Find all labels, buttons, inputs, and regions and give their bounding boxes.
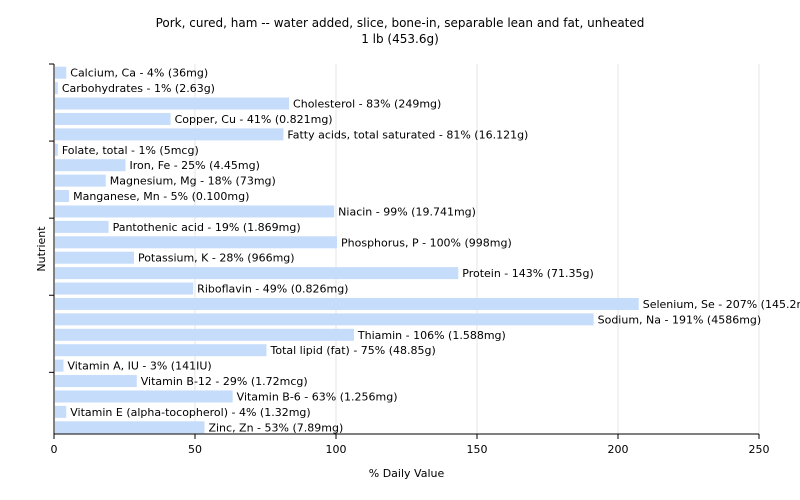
chart-title: Pork, cured, ham -- water added, slice, … [155, 16, 645, 30]
bar-label: Thiamin - 106% (1.588mg) [357, 329, 506, 342]
x-tick-label: 100 [326, 443, 347, 456]
bar [55, 97, 290, 110]
bar-label: Calcium, Ca - 4% (36mg) [70, 67, 208, 80]
grid-lines [194, 64, 760, 434]
bar [55, 344, 267, 357]
x-tick-label: 250 [749, 443, 770, 456]
bar-label: Fatty acids, total saturated - 81% (16.1… [287, 128, 528, 141]
bar-label: Folate, total - 1% (5mcg) [62, 144, 199, 157]
bar [55, 112, 171, 125]
bar-label: Vitamin B-6 - 63% (1.256mg) [237, 390, 398, 403]
bar [55, 297, 639, 310]
bar-label: Carbohydrates - 1% (2.63g) [62, 82, 215, 95]
bar-label: Magnesium, Mg - 18% (73mg) [110, 175, 276, 188]
x-tick-label: 0 [51, 443, 58, 456]
tick-marks: 0 50 100 150 200 250 [49, 63, 770, 456]
bar-label: Copper, Cu - 41% (0.821mg) [175, 113, 333, 126]
bar-label: Protein - 143% (71.35g) [462, 267, 594, 280]
bar [55, 251, 134, 264]
bar-label: Niacin - 99% (19.741mg) [338, 205, 476, 218]
bar-label: Pantothenic acid - 19% (1.869mg) [113, 221, 301, 234]
bar [55, 205, 335, 218]
bar [55, 190, 70, 203]
x-axis-label: % Daily Value [369, 467, 445, 480]
x-tick-label: 150 [467, 443, 488, 456]
bar [55, 220, 109, 233]
bar [55, 328, 354, 341]
bar-label: Sodium, Na - 191% (4586mg) [598, 313, 762, 326]
bar [55, 66, 67, 79]
y-axis-label: Nutrient [35, 226, 48, 272]
bar [55, 359, 64, 372]
bar [55, 405, 67, 418]
bar-label: Riboflavin - 49% (0.826mg) [197, 283, 348, 296]
x-tick-label: 50 [188, 443, 202, 456]
bar-label: Vitamin B-12 - 29% (1.72mcg) [141, 375, 308, 388]
bar [55, 128, 284, 141]
bar-label: Vitamin E (alpha-tocopherol) - 4% (1.32m… [70, 406, 310, 419]
bar-label: Cholesterol - 83% (249mg) [293, 98, 441, 111]
bar [55, 313, 594, 326]
bar [55, 159, 126, 172]
bar [55, 282, 194, 295]
bar [55, 143, 58, 156]
bar-label: Selenium, Se - 207% (145.2mcg) [643, 298, 800, 311]
chart-subtitle: 1 lb (453.6g) [361, 32, 439, 46]
bar [55, 267, 459, 280]
bar-label: Vitamin A, IU - 3% (141IU) [67, 360, 211, 373]
bar [55, 375, 137, 388]
bar-label: Total lipid (fat) - 75% (48.85g) [270, 344, 436, 357]
bar-label: Manganese, Mn - 5% (0.100mg) [73, 190, 249, 203]
bar-label: Iron, Fe - 25% (4.45mg) [130, 159, 260, 172]
bar [55, 174, 106, 187]
bar-label: Potassium, K - 28% (966mg) [138, 252, 295, 265]
x-tick-label: 200 [608, 443, 629, 456]
bars-group: Calcium, Ca - 4% (36mg) Carbohydrates - 1… [55, 66, 800, 434]
bar [55, 390, 233, 403]
bar-label: Zinc, Zn - 53% (7.89mg) [208, 421, 343, 434]
bar [55, 236, 337, 249]
bar [55, 82, 58, 95]
bar [55, 421, 205, 434]
bar-label: Phosphorus, P - 100% (998mg) [341, 236, 512, 249]
